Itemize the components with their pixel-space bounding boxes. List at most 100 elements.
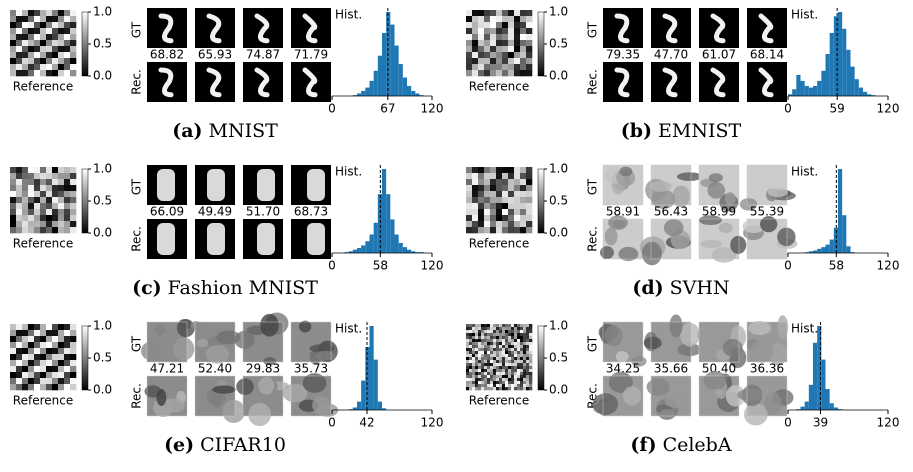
- pixel: [10, 209, 16, 215]
- hist-bar: [805, 86, 809, 96]
- pixel: [475, 339, 478, 342]
- pixel: [484, 342, 487, 345]
- pixel: [505, 336, 508, 339]
- sample-image: [243, 165, 283, 205]
- pixel: [487, 363, 490, 366]
- pixel: [502, 375, 505, 378]
- pixel: [16, 372, 22, 378]
- pixel: [520, 375, 523, 378]
- pixel: [508, 22, 514, 28]
- image-blob: [647, 378, 670, 395]
- pixel: [478, 354, 481, 357]
- pixel: [505, 345, 508, 348]
- hist-bar: [390, 219, 394, 253]
- pixel: [10, 70, 16, 76]
- x-tick-label: 42: [359, 416, 374, 430]
- pixel: [493, 354, 496, 357]
- hist-bar: [395, 235, 399, 253]
- pixel: [466, 167, 472, 173]
- pixel: [490, 173, 496, 179]
- pixel: [499, 342, 502, 345]
- psnr-value: 35.66: [654, 362, 688, 376]
- hist-bar: [361, 91, 365, 96]
- pixel: [529, 330, 532, 333]
- pixel: [487, 381, 490, 384]
- pixel: [466, 366, 469, 369]
- pixel: [520, 381, 523, 384]
- pixel: [508, 179, 514, 185]
- pixel: [484, 357, 487, 360]
- pixel: [511, 345, 514, 348]
- pixel: [22, 167, 28, 173]
- pixel: [52, 16, 58, 22]
- pixel: [481, 354, 484, 357]
- pixel: [517, 384, 520, 387]
- pixel: [22, 22, 28, 28]
- pixel: [466, 58, 472, 64]
- pixel: [478, 22, 484, 28]
- pixel: [481, 333, 484, 336]
- pixel: [505, 387, 508, 390]
- image-blob: [623, 386, 641, 405]
- pixel: [22, 191, 28, 197]
- pixel: [40, 360, 46, 366]
- pixel: [466, 324, 469, 327]
- pixel: [52, 330, 58, 336]
- pixel: [514, 336, 517, 339]
- pixel: [472, 342, 475, 345]
- pixel: [58, 360, 64, 366]
- pixel: [487, 378, 490, 381]
- pixel: [46, 28, 52, 34]
- pixel: [64, 209, 70, 215]
- pixel: [493, 345, 496, 348]
- pixel: [64, 330, 70, 336]
- pixel: [478, 327, 481, 330]
- pixel: [511, 366, 514, 369]
- pixel: [508, 327, 511, 330]
- pixel: [16, 10, 22, 16]
- pixel: [508, 16, 514, 22]
- pixel: [40, 324, 46, 330]
- hist-title: Hist.: [791, 8, 818, 22]
- pixel: [520, 197, 526, 203]
- pixel: [523, 360, 526, 363]
- pixel: [496, 324, 499, 327]
- pixel: [523, 369, 526, 372]
- pixel: [64, 22, 70, 28]
- pixel: [490, 227, 496, 233]
- pixel: [58, 378, 64, 384]
- pixel: [511, 381, 514, 384]
- pixel: [10, 336, 16, 342]
- pixel: [517, 345, 520, 348]
- sample-image: [645, 165, 702, 209]
- pixel: [514, 203, 520, 209]
- pixel: [523, 363, 526, 366]
- pixel: [514, 209, 520, 215]
- pixel: [502, 327, 505, 330]
- pixel: [472, 16, 478, 22]
- pixel: [499, 330, 502, 333]
- pixel: [70, 22, 76, 28]
- pixel: [466, 28, 472, 34]
- pixel: [34, 10, 40, 16]
- psnr-value: 47.70: [654, 48, 688, 62]
- sample-image: [699, 215, 746, 262]
- pixel: [466, 384, 469, 387]
- pixel: [466, 185, 472, 191]
- pixel: [481, 384, 484, 387]
- pixel: [484, 70, 490, 76]
- pixel: [472, 363, 475, 366]
- pixel: [469, 369, 472, 372]
- pixel: [484, 34, 490, 40]
- pixel: [472, 167, 478, 173]
- pixel: [499, 354, 502, 357]
- pixel: [505, 342, 508, 345]
- pixel: [481, 327, 484, 330]
- pixel: [505, 351, 508, 354]
- pixel: [490, 52, 496, 58]
- hist-bar: [365, 88, 369, 96]
- pixel: [484, 40, 490, 46]
- hist-bar: [842, 29, 846, 96]
- pixel: [484, 348, 487, 351]
- pixel: [58, 330, 64, 336]
